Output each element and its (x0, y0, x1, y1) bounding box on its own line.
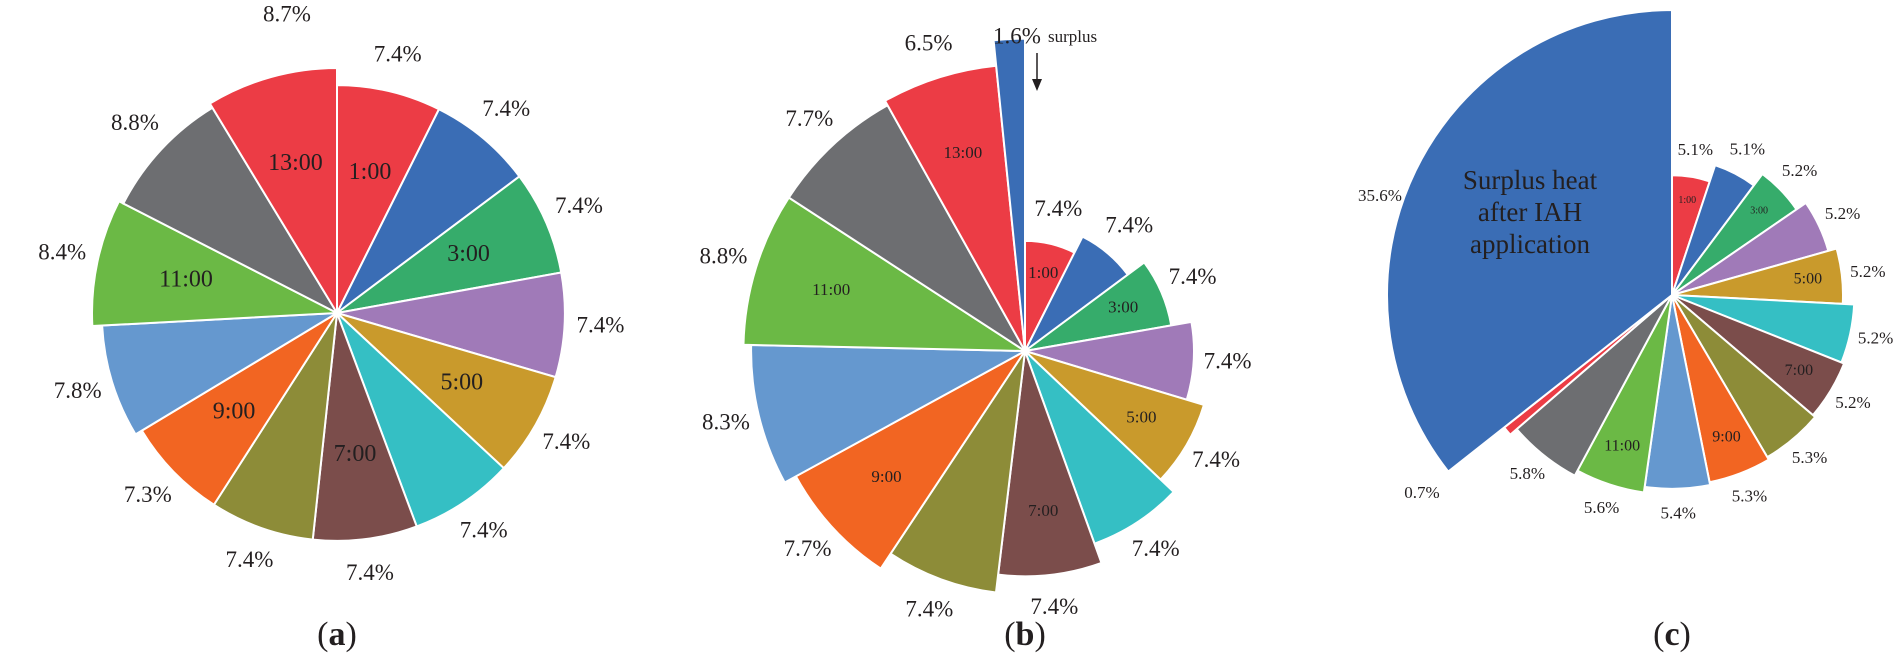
value-label: 5.1% (1678, 140, 1713, 159)
value-label: 7.8% (54, 378, 102, 403)
panel-label: (b) (1004, 616, 1046, 653)
value-label: 7.4% (1105, 212, 1153, 237)
slice-label: 11:00 (1604, 437, 1640, 454)
value-label: 7.4% (1030, 594, 1078, 619)
pie-slice-1300 (883, 64, 1026, 352)
pie-slice-900 (140, 312, 338, 507)
slice-label: 1:00 (1678, 195, 1696, 206)
pie-slice-300 (336, 175, 563, 314)
value-label: 5.2% (1850, 262, 1885, 281)
value-label: 1.6% (993, 23, 1041, 48)
pie-slice-400 (336, 271, 566, 379)
slice-label: 9:00 (213, 399, 256, 425)
slice-label: 13:00 (944, 143, 983, 162)
value-label: 7.4% (482, 96, 530, 121)
panel-label: (a) (317, 616, 357, 653)
pie-slice-900 (794, 350, 1026, 571)
pie-slice-600 (336, 312, 506, 528)
pie-slice-700 (311, 312, 419, 542)
slice-label: 1:00 (349, 159, 392, 185)
pie-slice-600 (1024, 350, 1176, 545)
value-label: 7.4% (542, 429, 590, 454)
slice-label: 7:00 (1785, 362, 1813, 379)
pie-chart-c: 1:00 5.1% 5.1% 3:00 5.2% 5.2% 5:00 5.2% 5.2% 7:00… (1358, 8, 1893, 653)
slice-label: 5:00 (440, 370, 483, 396)
value-label: 5.2% (1782, 161, 1817, 180)
slice-label: 5:00 (1126, 407, 1156, 426)
value-label: 8.7% (263, 1, 311, 26)
pie-chart-b: 1:00 7.4% 7.4% 3:00 7.4% 7.4% 5:00 7.4% 7.4% 7:00… (699, 23, 1251, 653)
slice-label: 5:00 (1794, 270, 1822, 287)
slice-label: 3:00 (447, 241, 490, 267)
value-label: 8.8% (111, 110, 159, 135)
pie-slice-500 (336, 312, 557, 470)
slice-label: 7:00 (334, 441, 377, 467)
value-label: 5.3% (1732, 487, 1767, 506)
surplus-arrow-head (1032, 79, 1042, 91)
pie-slice-800 (212, 312, 338, 541)
surplus-heat-label: after IAH (1478, 197, 1582, 227)
value-label: 5.6% (1584, 498, 1619, 517)
value-label: 5.2% (1835, 393, 1870, 412)
surplus-heat-label: application (1470, 229, 1590, 259)
value-label: 8.8% (699, 243, 747, 268)
slice-label: 9:00 (1712, 428, 1740, 445)
value-label: 5.8% (1510, 464, 1545, 483)
value-label: 7.7% (785, 106, 833, 131)
pie-slice-surplus_heat (1386, 8, 1673, 473)
value-label: 7.7% (784, 536, 832, 561)
pie-slice-1200 (121, 106, 340, 316)
value-label: 5.4% (1660, 504, 1695, 523)
pie-slice-surplus (992, 37, 1026, 352)
value-label: 7.4% (374, 41, 422, 66)
slice-label: 9:00 (871, 467, 901, 486)
value-label: 7.4% (225, 547, 273, 572)
value-label: 5.2% (1825, 204, 1860, 223)
pie-slice-200 (336, 107, 521, 314)
value-label: 7.4% (1034, 196, 1082, 221)
value-label: 0.7% (1404, 483, 1439, 502)
pie-slice-1100 (91, 199, 341, 328)
value-label: 6.5% (905, 30, 953, 55)
value-label: 35.6% (1358, 186, 1402, 205)
value-label: 7.4% (555, 193, 603, 218)
slice-label: 11:00 (812, 280, 850, 299)
value-label: 5.1% (1730, 140, 1765, 159)
value-label: 7.4% (1204, 348, 1252, 373)
pie-slice-100 (336, 84, 441, 314)
pie-slice-700 (997, 350, 1103, 578)
pie-slice-1200 (787, 103, 1026, 352)
value-label: 8.3% (702, 409, 750, 434)
value-label: 7.4% (1192, 447, 1240, 472)
value-label: 5.2% (1858, 328, 1893, 347)
value-label: 7.4% (460, 518, 508, 543)
slice-label: 13:00 (268, 150, 323, 176)
slice-label: 7:00 (1028, 501, 1058, 520)
panel-label: (c) (1653, 616, 1691, 653)
surplus-heat-label: Surplus heat (1463, 165, 1598, 195)
pie-slice-1000 (101, 312, 338, 436)
slice-label: 11:00 (159, 266, 213, 292)
value-label: 7.4% (905, 596, 953, 621)
slice-label: 1:00 (1028, 263, 1058, 282)
value-label: 7.4% (1132, 536, 1180, 561)
pie-slice-1300 (208, 66, 338, 317)
value-label: 7.3% (124, 482, 172, 507)
pie-chart-a: 1:00 7.4% 7.4% 3:00 7.4% 7.4% 5:00 7.4% 7.4% 7:00… (38, 1, 624, 653)
value-label: 7.4% (577, 312, 625, 337)
pie-slice-1000 (750, 343, 1029, 484)
slice-label: 3:00 (1750, 205, 1768, 216)
surplus-annotation: surplus (1048, 27, 1097, 46)
value-label: 7.4% (346, 560, 394, 585)
value-label: 5.3% (1792, 448, 1827, 467)
pie-slice-1100 (742, 196, 1029, 353)
pie-slice-800 (889, 350, 1026, 594)
slice-label: 3:00 (1108, 298, 1138, 317)
value-label: 8.4% (38, 240, 86, 265)
value-label: 7.4% (1169, 264, 1217, 289)
